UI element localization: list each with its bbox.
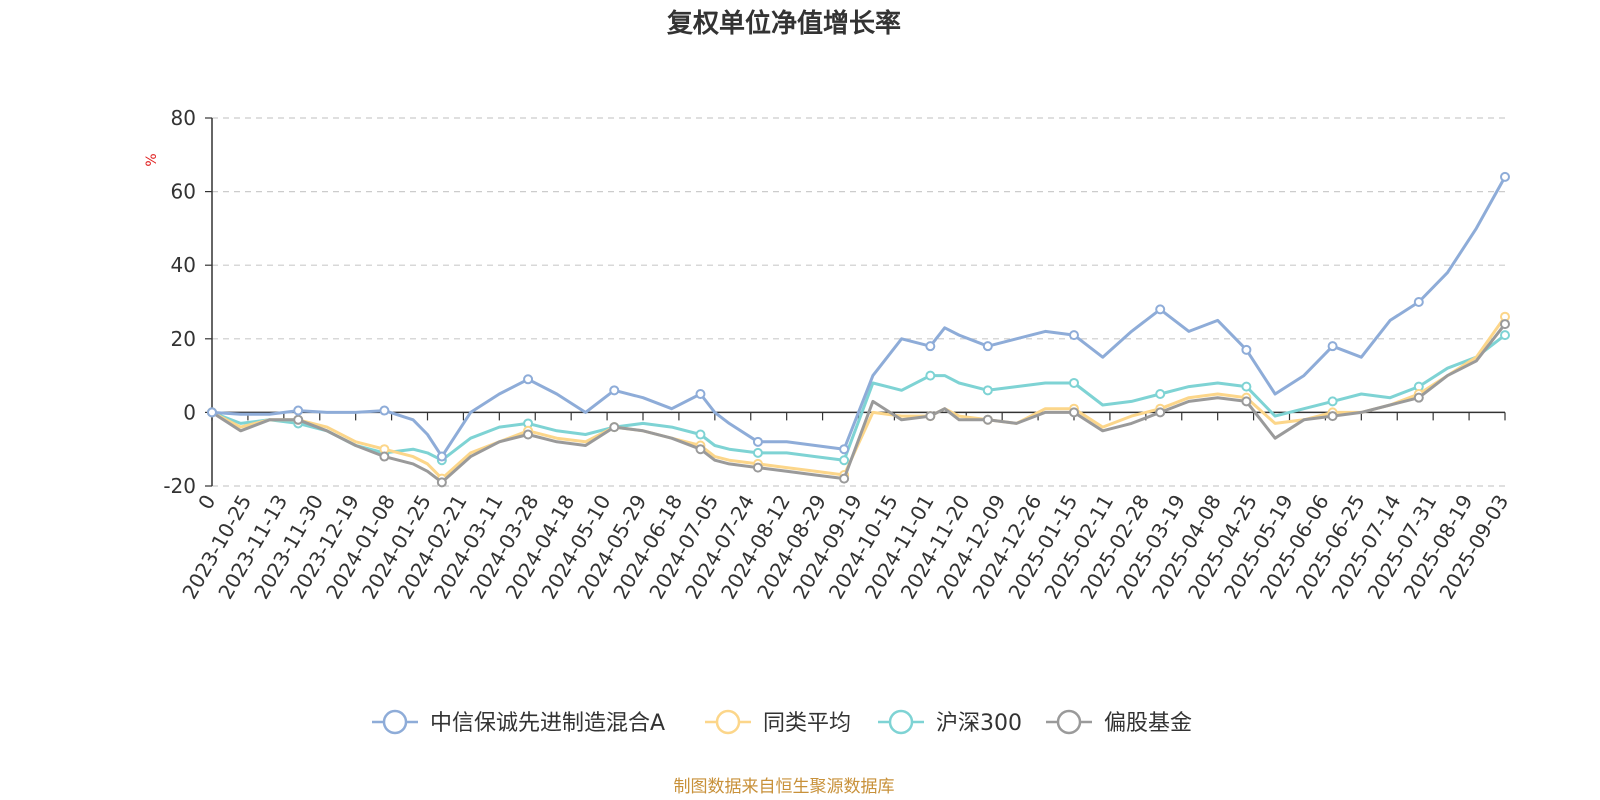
series-3-point-24	[839, 473, 850, 484]
legend-label-0: 中信保诚先进制造混合A	[430, 711, 665, 736]
series-0	[207, 171, 1510, 462]
y-axis-label: %	[144, 153, 160, 166]
series-0-point-27	[925, 341, 936, 352]
series-0-point-18	[695, 389, 706, 399]
series-line-3	[210, 322, 1507, 484]
series-3-point-42	[1327, 411, 1338, 422]
legend[interactable]: 中信保诚先进制造混合A 同类平均 沪深300 偏股基金	[372, 709, 1192, 736]
series-0-point-48	[1500, 171, 1510, 182]
series-2-point-33	[1069, 377, 1079, 388]
gridlines	[212, 117, 1505, 487]
x-tick-label-0: 0	[193, 491, 220, 514]
series-3-point-48	[1500, 319, 1510, 330]
series-0-point-0	[207, 407, 217, 418]
y-tick-label-0: -20	[163, 474, 196, 498]
series-3-point-12	[523, 429, 534, 440]
series-3-point-9	[436, 477, 447, 488]
chart-title: 复权单位净值增长率	[667, 8, 901, 39]
legend-marker-3	[1056, 709, 1082, 735]
series-0-point-30	[982, 341, 993, 352]
series-0-point-15	[609, 385, 620, 396]
legend-label-3: 偏股基金	[1104, 711, 1192, 736]
y-tick-label-3: 40	[171, 253, 196, 277]
series-0-point-33	[1069, 330, 1079, 341]
series-3-point-45	[1413, 392, 1424, 403]
legend-item-2[interactable]: 沪深300	[878, 709, 1022, 736]
series-0-point-45	[1413, 297, 1424, 307]
axes	[211, 118, 1505, 486]
series-0-point-24	[839, 444, 850, 455]
x-axis-ticks: 02023-10-252023-11-132023-11-302023-12-1…	[177, 412, 1513, 603]
series-line-0	[210, 175, 1507, 459]
legend-item-3[interactable]: 偏股基金	[1046, 709, 1192, 736]
series-3-point-15	[609, 422, 620, 433]
series-0-point-21	[752, 436, 763, 447]
legend-label-1: 同类平均	[763, 711, 851, 736]
series-2-point-27	[925, 370, 936, 381]
series-3-point-39	[1241, 396, 1252, 407]
series-2-point-36	[1155, 389, 1166, 399]
legend-marker-0	[382, 709, 408, 735]
series-2-point-39	[1241, 381, 1252, 392]
series-3-point-30	[982, 414, 993, 425]
series-2-point-21	[752, 447, 763, 458]
series-2-point-48	[1500, 330, 1510, 341]
series-0-point-39	[1241, 344, 1252, 355]
series-0-point-9	[436, 451, 447, 462]
series-3-point-3	[293, 414, 304, 425]
series-3-point-6	[379, 451, 390, 462]
series-3-point-27	[925, 411, 936, 422]
y-tick-label-1: 0	[183, 400, 196, 424]
series-3-point-21	[752, 462, 763, 473]
y-tick-label-5: 80	[171, 106, 196, 130]
series-lines	[207, 171, 1510, 488]
legend-item-1[interactable]: 同类平均	[705, 709, 851, 736]
legend-label-2: 沪深300	[936, 711, 1022, 736]
legend-marker-2	[888, 709, 914, 735]
series-3	[207, 319, 1510, 488]
y-tick-label-2: 20	[171, 327, 196, 351]
series-0-point-42	[1327, 341, 1338, 352]
legend-item-0[interactable]: 中信保诚先进制造混合A	[372, 709, 665, 736]
series-line-1	[210, 315, 1507, 481]
series-0-point-12	[523, 374, 534, 385]
series-0-point-3	[293, 405, 304, 416]
series-2-point-42	[1327, 396, 1338, 407]
series-3-point-33	[1069, 407, 1079, 418]
y-tick-label-4: 60	[171, 180, 196, 204]
series-0-point-36	[1155, 304, 1166, 315]
series-0-point-6	[379, 405, 390, 416]
series-2-point-24	[839, 455, 850, 466]
y-axis-ticks: -20 0 20 40 60 80	[163, 106, 212, 498]
series-2-point-30	[982, 385, 993, 396]
legend-marker-1	[715, 709, 741, 735]
series-3-point-36	[1155, 407, 1166, 418]
series-3-point-18	[695, 444, 706, 455]
source-note: 制图数据来自恒生聚源数据库	[674, 777, 895, 797]
series-2-point-18	[695, 429, 706, 440]
